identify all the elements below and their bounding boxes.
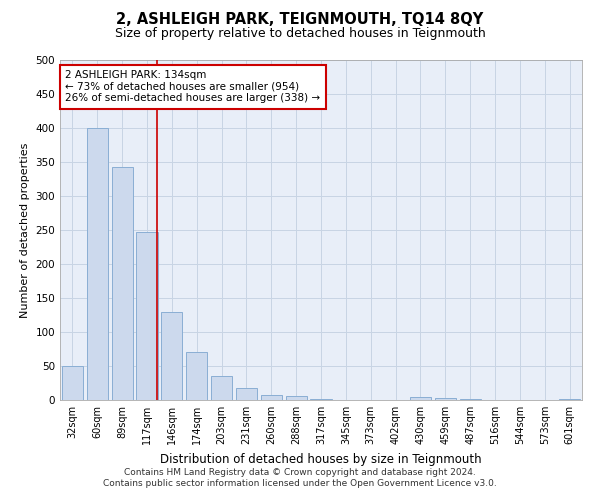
Bar [161,312,182,400]
Bar [112,167,133,400]
Bar [435,398,456,400]
X-axis label: Distribution of detached houses by size in Teignmouth: Distribution of detached houses by size … [160,452,482,466]
Bar [559,398,580,400]
Bar [87,128,108,400]
Bar [261,395,282,400]
Bar [410,398,431,400]
Text: 2, ASHLEIGH PARK, TEIGNMOUTH, TQ14 8QY: 2, ASHLEIGH PARK, TEIGNMOUTH, TQ14 8QY [116,12,484,28]
Bar [310,398,332,400]
Bar [62,366,83,400]
Text: 2 ASHLEIGH PARK: 134sqm
← 73% of detached houses are smaller (954)
26% of semi-d: 2 ASHLEIGH PARK: 134sqm ← 73% of detache… [65,70,320,103]
Bar [186,352,207,400]
Bar [211,376,232,400]
Bar [136,232,158,400]
Y-axis label: Number of detached properties: Number of detached properties [20,142,30,318]
Bar [236,388,257,400]
Bar [286,396,307,400]
Text: Contains HM Land Registry data © Crown copyright and database right 2024.
Contai: Contains HM Land Registry data © Crown c… [103,468,497,487]
Text: Size of property relative to detached houses in Teignmouth: Size of property relative to detached ho… [115,28,485,40]
